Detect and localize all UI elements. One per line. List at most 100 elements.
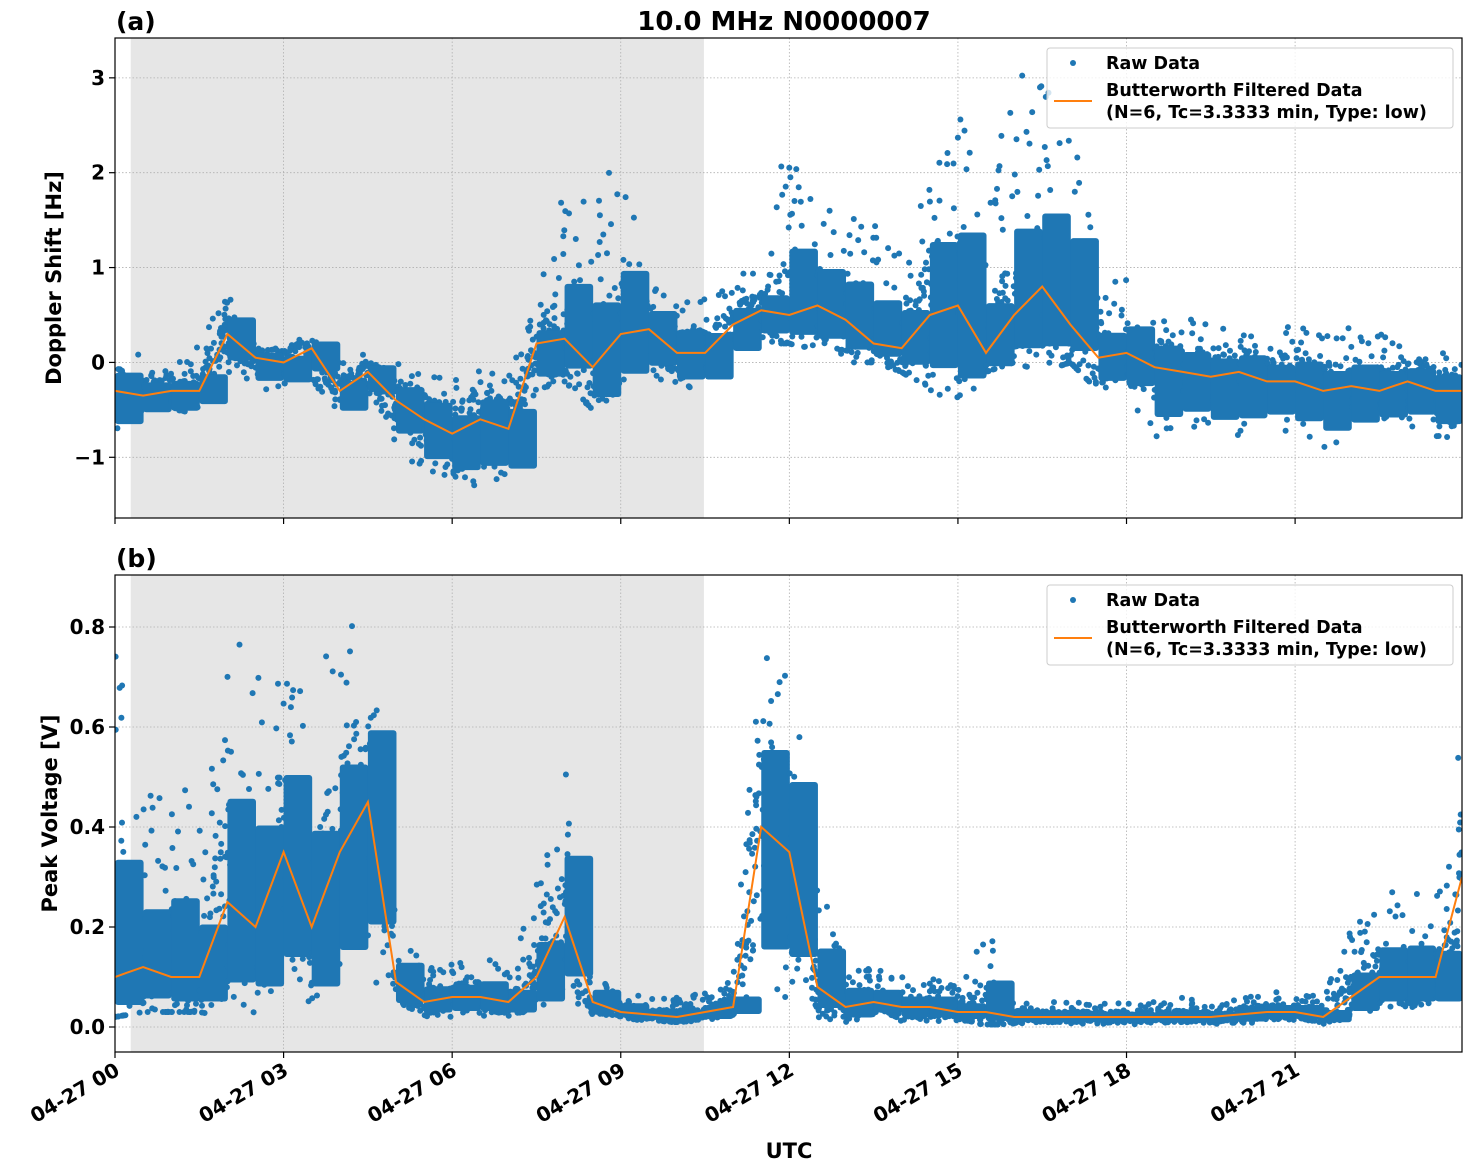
raw-data-point [255, 674, 262, 681]
raw-data-point [950, 160, 957, 167]
raw-data-point [158, 377, 165, 384]
raw-data-point [518, 400, 525, 407]
raw-data-point [785, 224, 792, 231]
raw-data-dense-band [508, 989, 537, 1013]
raw-data-point [210, 339, 217, 346]
raw-data-point [258, 719, 265, 726]
raw-data-point [604, 250, 610, 257]
raw-data-point [1153, 433, 1160, 440]
raw-data-point [1080, 357, 1087, 364]
raw-data-point [181, 1009, 188, 1015]
raw-data-point [1134, 407, 1141, 414]
raw-data-point [544, 852, 551, 859]
raw-data-point [1293, 355, 1300, 362]
raw-data-point [713, 321, 720, 328]
raw-data-dense-band [648, 310, 678, 366]
raw-data-point [752, 798, 759, 805]
raw-data-point [722, 293, 728, 300]
raw-data-point [1147, 420, 1154, 427]
raw-data-point [1430, 416, 1437, 423]
raw-data-point [989, 938, 996, 945]
raw-data-point [426, 981, 433, 988]
raw-data-point [226, 369, 232, 375]
raw-data-dense-band [1238, 355, 1268, 419]
raw-data-points [115, 623, 1462, 1028]
raw-data-point [730, 968, 737, 975]
raw-data-point [173, 865, 180, 871]
raw-data-point [1085, 362, 1092, 369]
raw-data-point [638, 1016, 645, 1023]
raw-data-point [564, 851, 571, 858]
raw-data-point [289, 694, 296, 701]
raw-data-point [537, 301, 544, 308]
raw-data-point [840, 247, 847, 254]
raw-data-point [936, 391, 943, 398]
raw-data-point [1333, 335, 1340, 342]
raw-data-point [286, 348, 293, 354]
raw-data-point [346, 743, 352, 750]
raw-data-point [795, 956, 802, 963]
raw-data-point [856, 982, 863, 989]
raw-data-dense-band [115, 859, 144, 1005]
raw-data-point [182, 787, 189, 794]
raw-data-point [780, 261, 787, 268]
raw-data-point [218, 840, 225, 847]
raw-data-point [858, 223, 865, 230]
raw-data-point [246, 786, 252, 792]
raw-data-point [436, 374, 443, 381]
raw-data-point [561, 378, 568, 385]
raw-data-point [1215, 345, 1222, 352]
raw-data-point [213, 878, 220, 885]
raw-data-point [999, 273, 1006, 280]
raw-data-point [999, 278, 1006, 285]
legend-raw-label: Raw Data [1106, 54, 1200, 74]
raw-data-point [176, 359, 183, 365]
raw-data-point [649, 996, 656, 1002]
raw-data-point [1237, 427, 1244, 434]
raw-data-point [214, 786, 221, 793]
raw-data-point [144, 1009, 151, 1015]
raw-data-point [763, 655, 770, 662]
raw-data-point [466, 397, 473, 404]
raw-data-point [488, 387, 495, 394]
raw-data-point [903, 300, 910, 307]
raw-data-point [345, 373, 352, 380]
raw-data-point [381, 927, 388, 934]
raw-data-point [553, 910, 560, 917]
raw-data-point [919, 238, 926, 245]
raw-data-point [595, 252, 602, 258]
raw-data-point [1118, 306, 1125, 313]
raw-data-dense-band [1098, 332, 1128, 381]
raw-data-point [331, 403, 338, 410]
raw-data-point [660, 292, 667, 299]
raw-data-point [794, 965, 801, 972]
raw-data-point [1048, 352, 1055, 359]
raw-data-point [1014, 188, 1021, 195]
raw-data-point [955, 986, 962, 993]
raw-data-point [289, 956, 296, 963]
raw-data-point [288, 738, 295, 745]
raw-data-point [1169, 332, 1176, 339]
raw-data-point [357, 746, 364, 753]
raw-data-point [1044, 163, 1051, 170]
raw-data-point [903, 294, 909, 301]
raw-data-point [422, 394, 429, 401]
raw-data-dense-band [199, 374, 228, 405]
legend-box [1046, 47, 1454, 129]
raw-data-dense-band [929, 996, 959, 1018]
raw-data-point [724, 980, 731, 986]
raw-data-point [741, 913, 747, 920]
raw-data-point [391, 436, 398, 443]
raw-data-point [974, 211, 981, 218]
raw-data-point [896, 250, 903, 257]
raw-data-point [554, 846, 561, 853]
raw-data-point [980, 941, 987, 948]
raw-data-point [977, 1021, 984, 1027]
raw-data-point [409, 458, 416, 465]
raw-data-point [506, 974, 513, 981]
raw-data-point [1097, 318, 1104, 325]
raw-data-point [809, 342, 816, 349]
raw-data-point [216, 819, 223, 826]
figure-title: 10.0 MHz N0000007 [637, 7, 930, 37]
raw-data-point [653, 372, 660, 379]
